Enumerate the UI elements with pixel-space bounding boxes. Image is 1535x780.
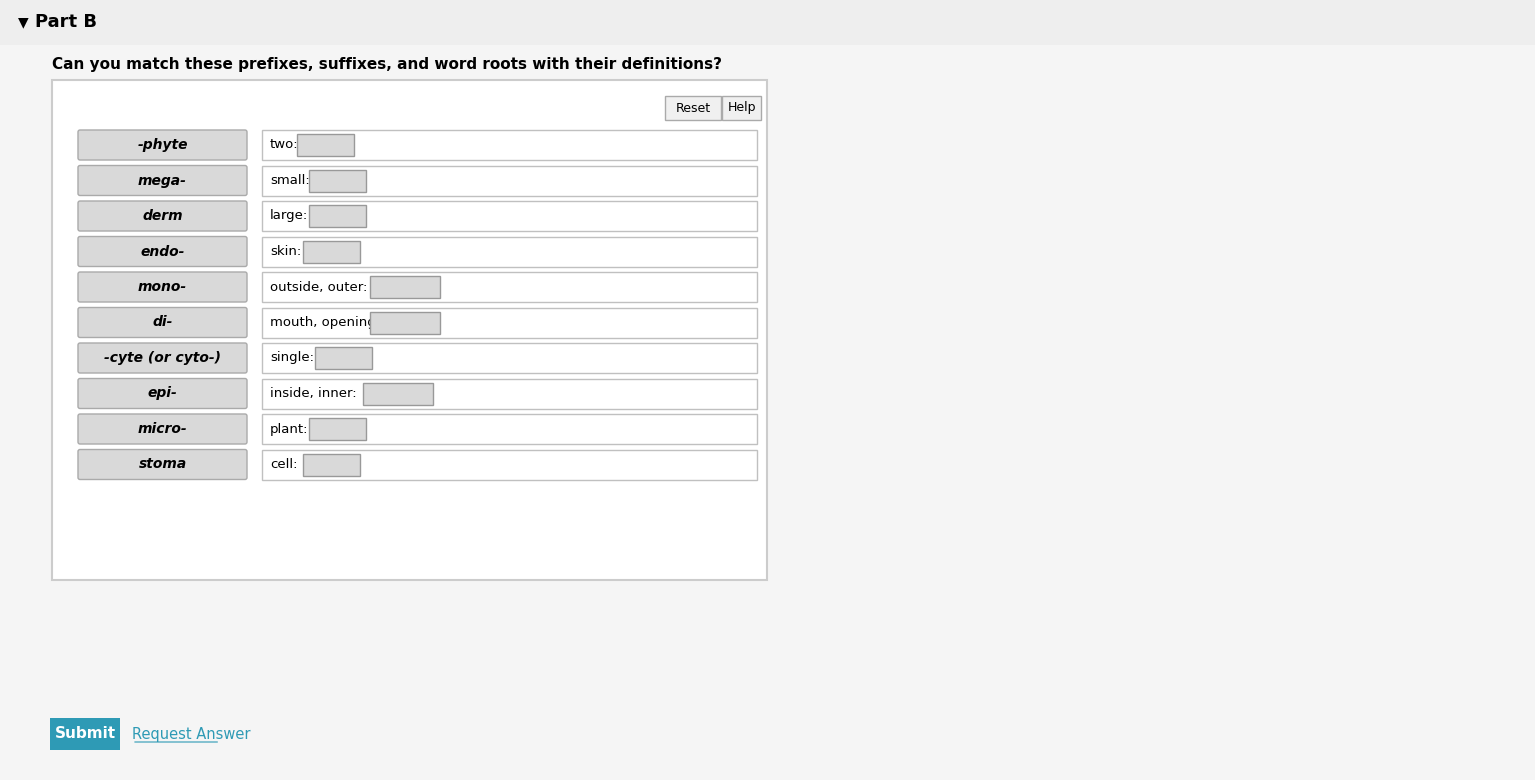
Text: micro-: micro- [138,422,187,436]
Text: inside, inner:: inside, inner: [270,387,356,400]
FancyBboxPatch shape [78,236,247,267]
Text: di-: di- [152,315,172,329]
FancyBboxPatch shape [78,272,247,302]
Text: Help: Help [728,101,757,115]
Text: outside, outer:: outside, outer: [270,281,367,293]
Text: -phyte: -phyte [137,138,187,152]
Text: stoma: stoma [138,458,187,471]
Text: large:: large: [270,210,309,222]
FancyBboxPatch shape [362,382,433,405]
FancyBboxPatch shape [78,130,247,160]
Text: Part B: Part B [35,13,97,31]
FancyBboxPatch shape [309,418,367,440]
FancyBboxPatch shape [78,343,247,373]
Text: skin:: skin: [270,245,301,258]
Text: plant:: plant: [270,423,309,435]
Text: Submit: Submit [54,726,115,742]
Text: Can you match these prefixes, suffixes, and word roots with their definitions?: Can you match these prefixes, suffixes, … [52,58,721,73]
Text: two:: two: [270,139,299,151]
Text: endo-: endo- [140,244,184,258]
Text: derm: derm [143,209,183,223]
FancyBboxPatch shape [262,165,757,196]
FancyBboxPatch shape [370,276,439,298]
Text: mega-: mega- [138,173,187,187]
FancyBboxPatch shape [78,378,247,409]
FancyBboxPatch shape [51,718,120,750]
FancyBboxPatch shape [262,201,757,231]
FancyBboxPatch shape [309,205,367,227]
Text: single:: single: [270,352,315,364]
FancyBboxPatch shape [262,449,757,480]
FancyBboxPatch shape [262,272,757,302]
FancyBboxPatch shape [296,134,353,156]
FancyBboxPatch shape [302,453,361,476]
FancyBboxPatch shape [78,449,247,480]
FancyBboxPatch shape [302,240,361,263]
FancyBboxPatch shape [78,201,247,231]
FancyBboxPatch shape [262,343,757,373]
Text: epi-: epi- [147,387,178,400]
Text: small:: small: [270,174,310,187]
FancyBboxPatch shape [315,347,373,369]
FancyBboxPatch shape [78,414,247,444]
FancyBboxPatch shape [262,236,757,267]
FancyBboxPatch shape [370,311,439,334]
Text: mouth, opening:: mouth, opening: [270,316,381,329]
Text: cell:: cell: [270,458,298,471]
FancyBboxPatch shape [665,96,721,120]
Text: mono-: mono- [138,280,187,294]
FancyBboxPatch shape [309,169,367,192]
FancyBboxPatch shape [78,307,247,338]
Text: ▼: ▼ [18,15,29,29]
FancyBboxPatch shape [52,80,768,580]
FancyBboxPatch shape [0,0,1535,45]
FancyBboxPatch shape [721,96,761,120]
Text: Reset: Reset [675,101,711,115]
FancyBboxPatch shape [262,378,757,409]
FancyBboxPatch shape [262,414,757,444]
Text: -cyte (or cyto-): -cyte (or cyto-) [104,351,221,365]
FancyBboxPatch shape [78,165,247,196]
FancyBboxPatch shape [262,307,757,338]
Text: Request Answer: Request Answer [132,726,250,742]
FancyBboxPatch shape [262,130,757,160]
